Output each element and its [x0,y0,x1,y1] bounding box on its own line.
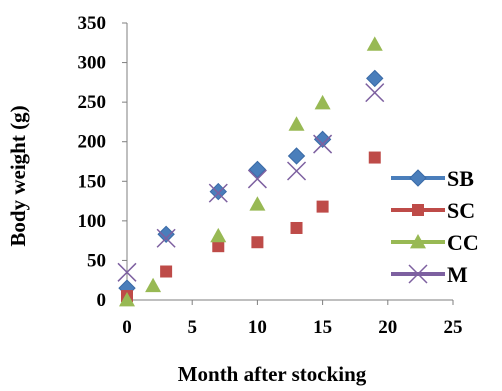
legend-marker [408,264,428,284]
data-point-m-stroke [156,228,176,248]
data-point-sb [313,130,332,149]
tick-labels: 0 50 100 150 200 250 300 350 0 5 10 15 20 25 [78,13,463,338]
legend-label: SC [447,198,475,223]
y-tick-label: 200 [78,132,107,153]
data-point-m [365,83,385,103]
y-tick-label: 250 [78,92,107,113]
series-sb [118,69,384,297]
data-point-m [208,183,228,203]
series-m [117,83,385,282]
y-tick-label: 150 [78,171,107,192]
x-tick-label: 5 [187,317,197,338]
y-tick-label: 0 [97,290,107,311]
data-point-sc [160,265,173,278]
data-point-m [117,262,137,282]
legend-marker [409,169,427,187]
y-tick-label: 50 [87,250,106,271]
y-tick-label: 350 [78,13,107,34]
data-point-sc [368,151,381,164]
x-axis-title: Month after stocking [178,362,367,386]
data-point-cc [119,292,135,307]
x-tick-label: 20 [378,317,397,338]
legend-label: CC [447,230,479,255]
data-point-sb [287,147,306,165]
y-tick-label: 100 [78,211,107,232]
legend-item-m: M [391,262,468,287]
data-point-m-stroke [247,169,267,189]
data-point-m [286,161,307,181]
legend-marker-stroke [408,264,428,284]
data-point-sc [212,240,225,253]
data-point-m-stroke [313,134,333,154]
data-point-m [313,134,333,154]
data-point-cc [366,36,383,51]
data-point-sc [316,200,329,213]
data-point-sb [248,160,267,179]
y-tick-label: 300 [78,53,107,74]
legend: SB SC CC M [391,166,479,287]
series-sc [121,151,381,303]
data-point-cc [210,227,227,243]
data-point-m-stroke [208,183,228,203]
x-tick-label: 0 [122,317,132,338]
legend-marker [412,204,424,216]
data-point-sb [209,182,227,201]
data-point-sc [290,221,303,234]
data-point-cc [249,196,266,211]
x-tick-label: 10 [248,317,267,338]
data-point-m-stroke [365,83,385,103]
data-point-cc [314,94,331,110]
data-point-m [156,228,176,248]
data-point-cc [288,116,305,131]
axes [122,22,454,305]
legend-marker [410,234,426,249]
data-point-sb [157,225,175,244]
data-point-m [247,169,267,189]
data-point-m-stroke [286,161,307,181]
legend-label: M [447,262,468,287]
series-cc [119,36,383,307]
data-marks [117,36,385,307]
legend-label: SB [447,166,474,191]
legend-item-sc: SC [391,198,475,223]
data-point-sb [366,69,384,88]
legend-item-sb: SB [391,166,474,191]
y-axis-title: Body weight (g) [6,105,30,246]
data-point-cc [145,277,162,293]
x-tick-label: 15 [313,317,332,338]
legend-item-cc: CC [391,230,479,255]
x-tick-label: 25 [444,317,463,338]
data-point-sc [251,236,264,249]
data-point-m-stroke [117,262,137,282]
